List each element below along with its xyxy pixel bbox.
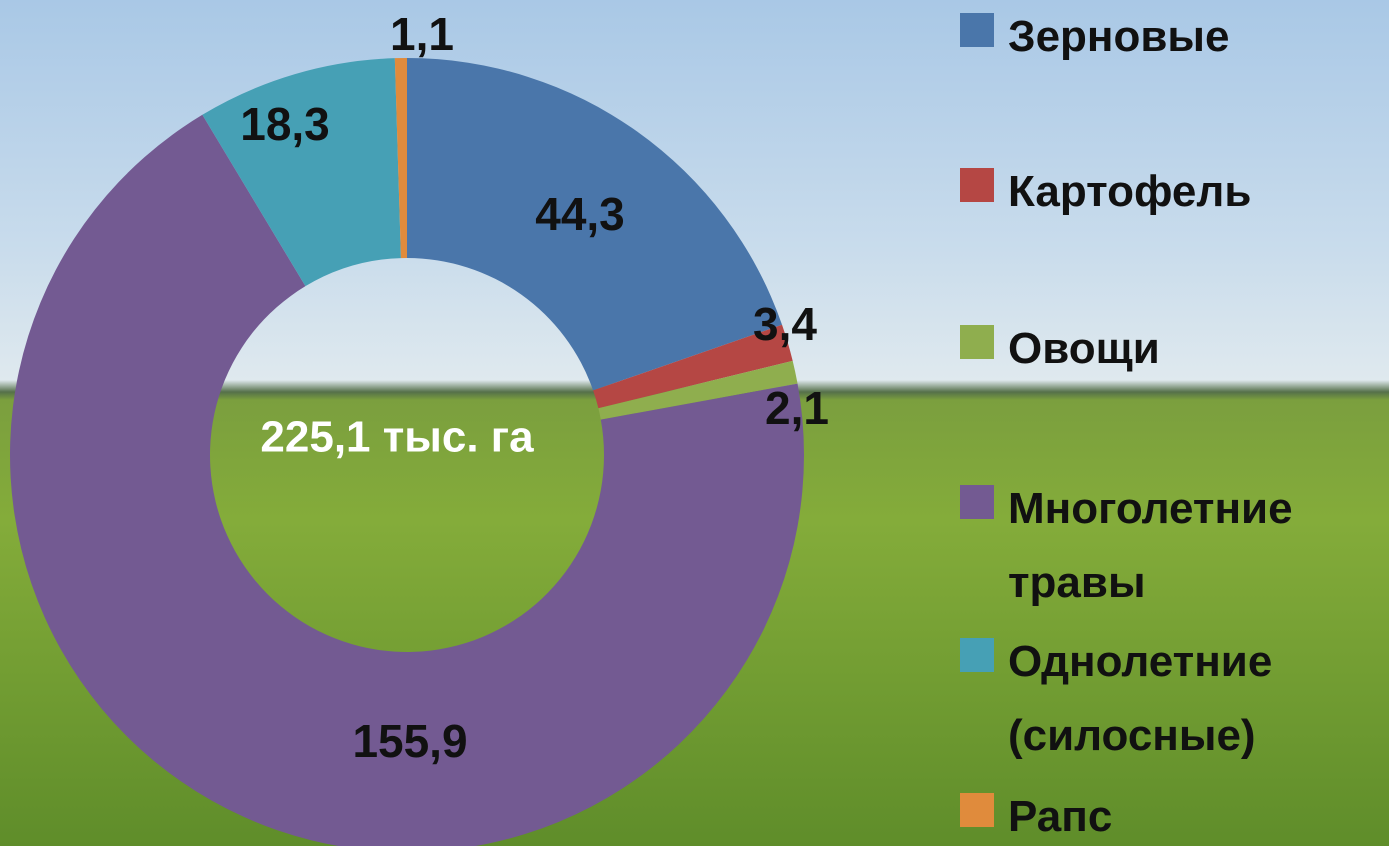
value-label: 44,3	[535, 188, 625, 240]
value-label: 155,9	[352, 715, 467, 767]
value-label: 1,1	[390, 8, 454, 60]
value-label: 2,1	[765, 382, 829, 434]
legend-label: Многолетние травы	[1008, 472, 1378, 620]
legend-label: Картофель	[1008, 155, 1378, 229]
value-label: 3,4	[753, 298, 817, 350]
legend-swatch	[960, 168, 994, 202]
legend-swatch	[960, 13, 994, 47]
legend-label: Зерновые	[1008, 0, 1378, 74]
legend-item: Однолетние (силосные)	[960, 625, 1378, 773]
legend-item: Картофель	[960, 155, 1378, 229]
legend-label: Овощи	[1008, 312, 1378, 386]
legend-item: Зерновые	[960, 0, 1378, 74]
legend-swatch	[960, 793, 994, 827]
legend-swatch	[960, 638, 994, 672]
legend-item: Овощи	[960, 312, 1378, 386]
legend-swatch	[960, 485, 994, 519]
legend-label: Однолетние (силосные)	[1008, 625, 1378, 773]
legend-label: Рапс	[1008, 780, 1378, 846]
legend-item: Рапс	[960, 780, 1378, 846]
center-label: 225,1 тыс. га	[260, 413, 534, 462]
page: 225,1 тыс. га 44,3 3,4 2,1 155,9 18,3 1,1 Зер…	[0, 0, 1389, 846]
legend-swatch	[960, 325, 994, 359]
value-label: 18,3	[240, 98, 330, 150]
legend-item: Многолетние травы	[960, 472, 1378, 620]
